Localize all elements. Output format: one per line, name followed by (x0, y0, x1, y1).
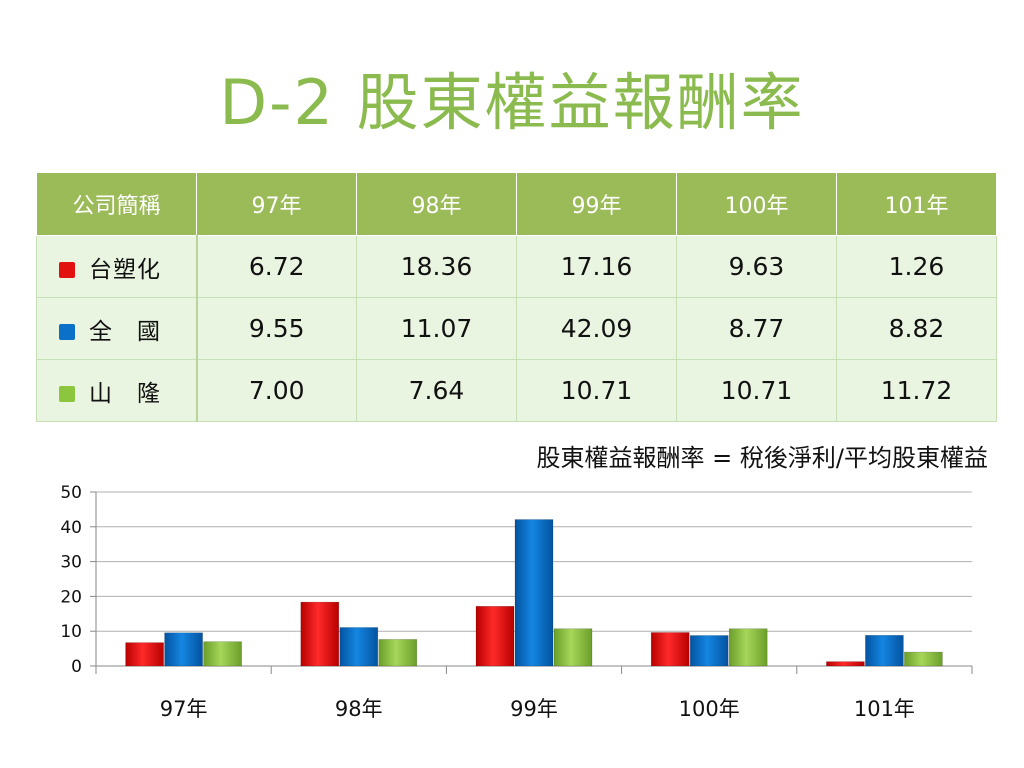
table-cell: 6.72 (196, 235, 357, 298)
series-color-swatch (59, 385, 75, 402)
table-header-row: 公司簡稱 97年 98年 99年 100年 101年 (36, 172, 997, 236)
table-row: 全 國 9.55 11.07 42.09 8.77 8.82 (36, 297, 997, 360)
table-cell: 7.64 (356, 359, 517, 422)
x-tick-label: 99年 (510, 697, 558, 721)
formula-note: 股東權益報酬率 = 稅後淨利/平均股東權益 (536, 444, 988, 472)
column-header-year: 98年 (356, 172, 517, 236)
table-cell: 10.71 (676, 359, 837, 422)
table-cell: 1.26 (836, 235, 997, 298)
table-cell: 8.82 (836, 297, 997, 360)
table-cell: 7.00 (196, 359, 357, 422)
company-cell: 全 國 (36, 297, 198, 360)
roe-table: 公司簡稱 97年 98年 99年 100年 101年 台塑化 6.72 18.3… (36, 172, 997, 422)
column-header-year: 99年 (516, 172, 677, 236)
column-header-company: 公司簡稱 (36, 172, 197, 236)
y-tick-label: 10 (60, 622, 82, 642)
bar-red (650, 632, 690, 667)
company-name: 山 隆 (89, 380, 161, 407)
table-cell: 11.72 (836, 359, 997, 422)
x-tick-label: 98年 (335, 697, 383, 721)
bar-blue (865, 635, 904, 667)
table-row: 台塑化 6.72 18.36 17.16 9.63 1.26 (36, 235, 997, 298)
bar-green (203, 641, 242, 667)
table-cell: 42.09 (516, 297, 677, 360)
y-tick-label: 30 (60, 553, 82, 573)
company-cell: 台塑化 (36, 235, 198, 298)
y-tick-label: 0 (71, 657, 82, 677)
x-tick-label: 100年 (679, 697, 740, 721)
bar-green (904, 651, 943, 667)
column-header-year: 97年 (196, 172, 357, 236)
y-tick-label: 50 (60, 483, 82, 503)
bar-blue (339, 627, 379, 667)
table-cell: 18.36 (356, 235, 517, 298)
bar-green (378, 639, 418, 667)
bar-green (553, 628, 593, 667)
series-color-swatch (59, 261, 75, 278)
bar-red (125, 642, 164, 667)
x-tick-label: 101年 (854, 697, 915, 721)
column-header-year: 100年 (676, 172, 837, 236)
bar-chart: 0 10 20 30 40 50 97年 98年 99年 100年 101年 (60, 483, 973, 721)
y-tick-label: 40 (60, 518, 82, 538)
table-cell: 17.16 (516, 235, 677, 298)
table-cell: 10.71 (516, 359, 677, 422)
bar-red (826, 661, 865, 667)
company-name: 台塑化 (89, 256, 161, 283)
series-color-swatch (59, 323, 75, 340)
company-cell: 山 隆 (36, 359, 198, 422)
company-name: 全 國 (89, 318, 161, 345)
bar-blue (514, 519, 554, 667)
x-tick-label: 97年 (160, 697, 208, 721)
y-tick-label: 20 (60, 587, 82, 607)
table-row: 山 隆 7.00 7.64 10.71 10.71 11.72 (36, 359, 997, 422)
column-header-year: 101年 (836, 172, 997, 236)
table-cell: 11.07 (356, 297, 517, 360)
bar-green (728, 628, 768, 667)
page-title: D-2 股東權益報酬率 (219, 66, 805, 139)
bar-red (300, 601, 340, 667)
bar-red (475, 605, 515, 667)
table-cell: 9.55 (196, 297, 357, 360)
table-cell: 8.77 (676, 297, 837, 360)
table-cell: 9.63 (676, 235, 837, 298)
bar-blue (689, 635, 729, 667)
bar-blue (164, 632, 203, 667)
